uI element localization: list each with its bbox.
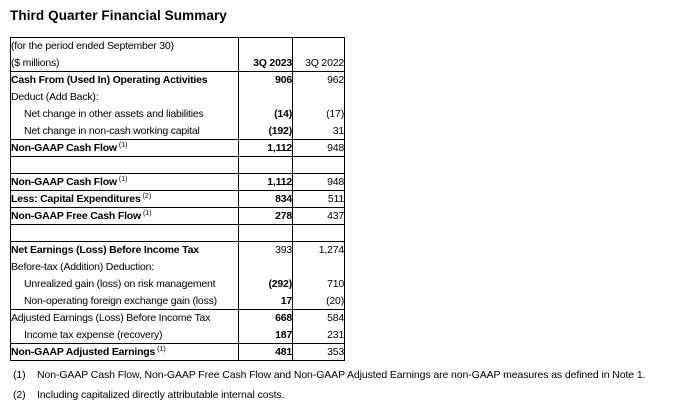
value-3q2023: 481 [238,343,293,361]
table-row: Non-GAAP Cash Flow (1) 1,112 948 [10,139,345,157]
value-3q2023: 668 [238,309,293,327]
table-row: Income tax expense (recovery) 187 231 [10,326,345,344]
table-row: Net Earnings (Loss) Before Income Tax 393… [10,241,345,259]
footnote-ref: (1) [118,141,128,149]
value-3q2022 [293,89,345,106]
value-3q2022 [292,224,345,242]
table-row: Net change in other assets and liabiliti… [10,105,345,123]
header-spacer-2 [293,38,345,55]
value-3q2022: 962 [327,74,344,87]
row-label: Deduct (Add Back): [10,88,239,106]
value-3q2023 [238,156,293,174]
footnote-2: (2) Including capitalized directly attri… [10,388,670,403]
row-label: Before-tax (Addition) Deduction: [10,258,239,276]
row-label: Adjusted Earnings (Loss) Before Income T… [10,309,239,327]
financial-summary-table: (for the period ended September 30) ($ m… [10,37,345,361]
value-3q2022: 437 [292,207,345,225]
table-row: Cash From (Used In) Operating Activities… [10,71,345,89]
row-label: Non-operating foreign exchange gain (los… [10,292,239,310]
value-3q2022: 511 [292,190,345,208]
page-title: Third Quarter Financial Summary [10,8,227,23]
value-3q2023: 278 [238,207,293,225]
row-label [10,224,239,242]
column-header-3q2023: 3Q 2023 [238,54,293,72]
value-3q2023: 906 [238,71,293,89]
table-row: Non-GAAP Adjusted Earnings (1) 481 353 [10,343,345,361]
value-3q2022: 1,274 [318,244,344,257]
table-row-blank [10,156,345,174]
footnote-2-number: (2) [13,389,26,401]
footnote-2-text: Including capitalized directly attributa… [37,389,285,401]
value-3q2023: 393 [238,241,293,259]
value-3q2022: 948 [292,139,345,157]
row-label: Cash From (Used In) Operating Activities [10,71,239,89]
table-header-row-2: ($ millions) 3Q 2023 3Q 2022 [10,54,345,72]
value-3q2022 [292,156,345,174]
table-row: Deduct (Add Back): [10,88,345,106]
column-header-3q2022: 3Q 2022 [292,54,345,72]
footnote-1-number: (1) [13,369,26,381]
table-row-blank [10,224,345,242]
value-3q2022: 948 [292,173,345,191]
value-3q2023: (14) [238,105,293,123]
footnote-1-text: Non-GAAP Cash Flow, Non-GAAP Free Cash F… [37,369,646,381]
table-row: Unrealized gain (loss) on risk managemen… [10,275,345,293]
row-label: Net change in other assets and liabiliti… [10,105,239,123]
value-3q2023: (292) [238,275,293,293]
value-3q2023 [238,224,293,242]
table-row: Before-tax (Addition) Deduction: [10,258,345,276]
table-caption-line1: (for the period ended September 30) [10,37,239,55]
value-3q2022: (20) [292,292,345,310]
header-spacer-1 [238,37,293,55]
table-header-row-1: (for the period ended September 30) [10,37,345,55]
footnote-1: (1) Non-GAAP Cash Flow, Non-GAAP Free Ca… [10,368,670,383]
value-3q2022: 710 [327,278,344,290]
row-label: Non-GAAP Adjusted Earnings (1) [10,343,239,361]
table-row: Net change in non-cash working capital (1… [10,122,345,140]
value-3q2023: 1,112 [238,139,293,157]
value-3q2022: 231 [292,326,345,344]
table-row: Non-GAAP Cash Flow (1) 1,112 948 [10,173,345,191]
row-label [10,156,239,174]
footnote-ref: (1) [142,209,152,217]
value-3q2022: 353 [327,346,344,358]
row-label: Unrealized gain (loss) on risk managemen… [10,275,239,293]
value-3q2023: 17 [238,292,293,310]
table-row: Non-GAAP Free Cash Flow (1) 278 437 [10,207,345,225]
table-row: Adjusted Earnings (Loss) Before Income T… [10,309,345,327]
row-label: Less: Capital Expenditures (2) [10,190,239,208]
value-3q2023: 1,112 [238,173,293,191]
value-3q2023: 187 [238,326,293,344]
value-3q2023 [238,88,293,106]
row-label: Non-GAAP Cash Flow (1) [10,173,239,191]
row-label: Non-GAAP Cash Flow (1) [10,139,239,157]
value-3q2023: 834 [238,190,293,208]
row-label: Income tax expense (recovery) [10,326,239,344]
row-label: Net change in non-cash working capital [10,122,239,140]
value-3q2023 [238,258,293,276]
table-row: Non-operating foreign exchange gain (los… [10,292,345,310]
value-3q2022: (17) [326,108,344,120]
row-label: Net Earnings (Loss) Before Income Tax [10,241,239,259]
footnotes: (1) Non-GAAP Cash Flow, Non-GAAP Free Ca… [10,368,670,403]
footnote-ref: (1) [157,345,166,353]
footnote-ref: (1) [118,175,128,183]
value-3q2022: 584 [327,312,344,325]
row-label: Non-GAAP Free Cash Flow (1) [10,207,239,225]
footnote-ref: (2) [142,192,152,200]
value-3q2023: (192) [238,122,293,140]
value-3q2022: 31 [292,122,345,140]
table-row: Less: Capital Expenditures (2) 834 511 [10,190,345,208]
table-body: (for the period ended September 30) ($ m… [10,37,345,361]
value-3q2022 [293,259,345,276]
table-caption-line2: ($ millions) [10,54,239,72]
